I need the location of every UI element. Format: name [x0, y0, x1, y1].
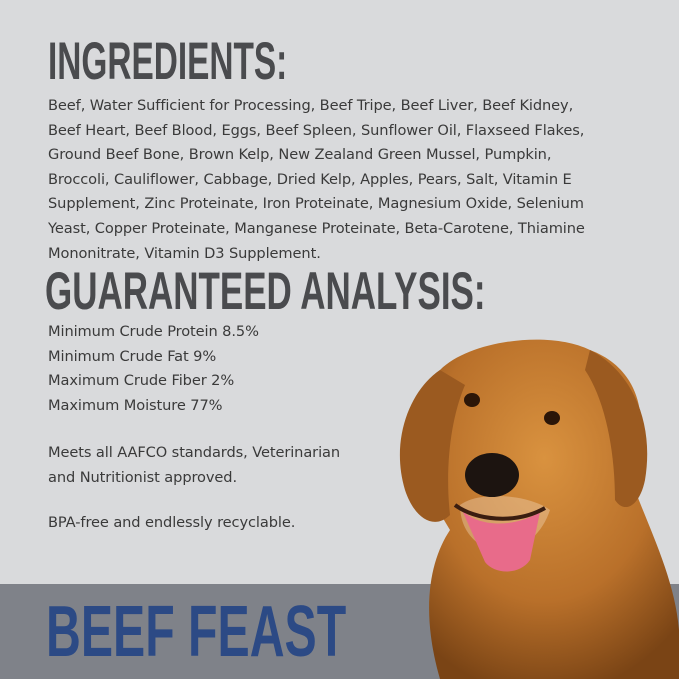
ingredients-line: Ground Beef Bone, Brown Kelp, New Zealan…: [48, 146, 552, 164]
analysis-line: Minimum Crude Fat 9%: [48, 347, 217, 365]
ingredients-line: Yeast, Copper Proteinate, Manganese Prot…: [48, 219, 585, 237]
aafco-line: Meets all AAFCO standards, Veterinarian: [48, 444, 341, 461]
ingredients-line: Broccoli, Cauliflower, Cabbage, Dried Ke…: [48, 170, 572, 188]
ingredients-heading: INGREDIENTS:: [48, 32, 288, 91]
product-title: BEEF FEAST: [46, 592, 347, 672]
ingredients-list: Beef, Water Sufficient for Processing, B…: [48, 94, 585, 266]
analysis-heading: GUARANTEED ANALYSIS:: [45, 262, 486, 321]
analysis-line: Minimum Crude Protein 8.5%: [48, 323, 259, 340]
aafco-line: and Nutritionist approved.: [48, 468, 238, 486]
analysis-list: Minimum Crude Protein 8.5% Minimum Crude…: [48, 320, 259, 418]
bpa-note: BPA-free and endlessly recyclable.: [48, 514, 296, 531]
analysis-line: Maximum Moisture 77%: [48, 396, 223, 414]
ingredients-line: Beef, Water Sufficient for Processing, B…: [48, 97, 574, 114]
dog-image: [399, 339, 679, 679]
analysis-line: Maximum Crude Fiber 2%: [48, 372, 235, 390]
aafco-note: Meets all AAFCO standards, Veterinarian …: [48, 441, 340, 490]
ingredients-line: Beef Heart, Beef Blood, Eggs, Beef Splee…: [48, 121, 585, 139]
ingredients-line: Supplement, Zinc Proteinate, Iron Protei…: [48, 195, 584, 213]
ingredients-line: Mononitrate, Vitamin D3 Supplement.: [48, 244, 321, 262]
